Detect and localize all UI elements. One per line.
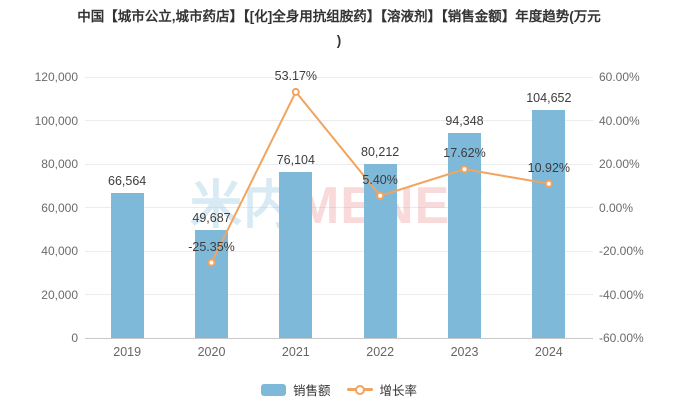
- bar-2019[interactable]: [110, 193, 144, 338]
- x-axis-label-2020: 2020: [197, 345, 226, 359]
- right-axis-tick-label: 20.00%: [599, 157, 640, 171]
- bar-value-label: 104,652: [526, 91, 572, 106]
- legend-item-growth[interactable]: 增长率: [346, 380, 418, 399]
- bar-value-label: 80,212: [361, 144, 400, 159]
- left-axis-tick-label: 20,000: [41, 287, 78, 302]
- line-point-marker[interactable]: [376, 191, 385, 200]
- legend-item-sales[interactable]: 销售额: [260, 380, 331, 399]
- line-point-marker[interactable]: [291, 87, 300, 96]
- legend-label-growth: 增长率: [379, 384, 418, 398]
- bar-value-label: 94,348: [445, 113, 484, 128]
- bar-value-label: 49,687: [192, 210, 231, 225]
- chart-title-line2: ): [336, 33, 342, 48]
- gridline: [85, 250, 593, 252]
- x-axis-label-2021: 2021: [281, 345, 310, 359]
- bar-value-label: 66,564: [108, 174, 147, 189]
- x-axis-label-2019: 2019: [113, 345, 142, 359]
- left-axis-tick-label: 80,000: [41, 157, 78, 171]
- left-axis-tick-label: 120,000: [34, 70, 78, 84]
- right-axis-tick-label: -20.00%: [599, 244, 644, 258]
- left-axis-tick-label: 100,000: [34, 113, 78, 128]
- right-axis-tick-label: 0.00%: [599, 200, 634, 215]
- x-axis-label-2023: 2023: [450, 345, 479, 359]
- right-axis-tick-label: -40.00%: [599, 287, 644, 302]
- bar-value-label: 76,104: [276, 153, 315, 168]
- x-axis-label-2022: 2022: [366, 345, 395, 359]
- line-point-marker[interactable]: [544, 179, 553, 188]
- bar-2022[interactable]: [363, 163, 397, 338]
- x-axis-label-2024: 2024: [534, 345, 563, 359]
- gridline: [85, 76, 593, 78]
- growth-rate-label: 53.17%: [274, 68, 318, 83]
- gridline: [85, 294, 593, 295]
- growth-rate-label: 17.62%: [443, 146, 486, 161]
- gridline: [85, 120, 593, 121]
- bar-2024[interactable]: [532, 110, 566, 338]
- right-axis-tick-label: 60.00%: [599, 70, 640, 84]
- left-axis-tick-label: 40,000: [41, 244, 78, 258]
- left-axis-tick-label: 60,000: [41, 200, 78, 215]
- bar-series-swatch-icon: [260, 383, 286, 396]
- left-axis-tick-label: 0: [71, 331, 78, 345]
- growth-rate-label: 10.92%: [527, 160, 571, 175]
- right-axis-tick-label: -60.00%: [599, 331, 644, 345]
- chart-title: 中国【城市公立,城市药店】【[化]全身用抗组胺药】【溶液剂】【销售金额】年度趋势…: [0, 5, 678, 53]
- gridline: [85, 207, 593, 208]
- bar-2021[interactable]: [279, 172, 313, 338]
- legend: 销售额 增长率: [0, 380, 678, 399]
- growth-rate-label: 5.40%: [362, 172, 398, 187]
- line-series-marker-icon: [346, 384, 373, 395]
- legend-label-sales: 销售额: [292, 384, 331, 398]
- growth-rate-label: -25.35%: [188, 239, 235, 254]
- line-point-marker[interactable]: [207, 258, 216, 267]
- x-axis-line: [85, 337, 593, 339]
- bar-2023[interactable]: [448, 132, 481, 338]
- line-point-marker[interactable]: [460, 165, 469, 174]
- chart-title-line1: 中国【城市公立,城市药店】【[化]全身用抗组胺药】【溶液剂】【销售金额】年度趋势…: [77, 9, 601, 24]
- right-axis-tick-label: 40.00%: [599, 113, 640, 128]
